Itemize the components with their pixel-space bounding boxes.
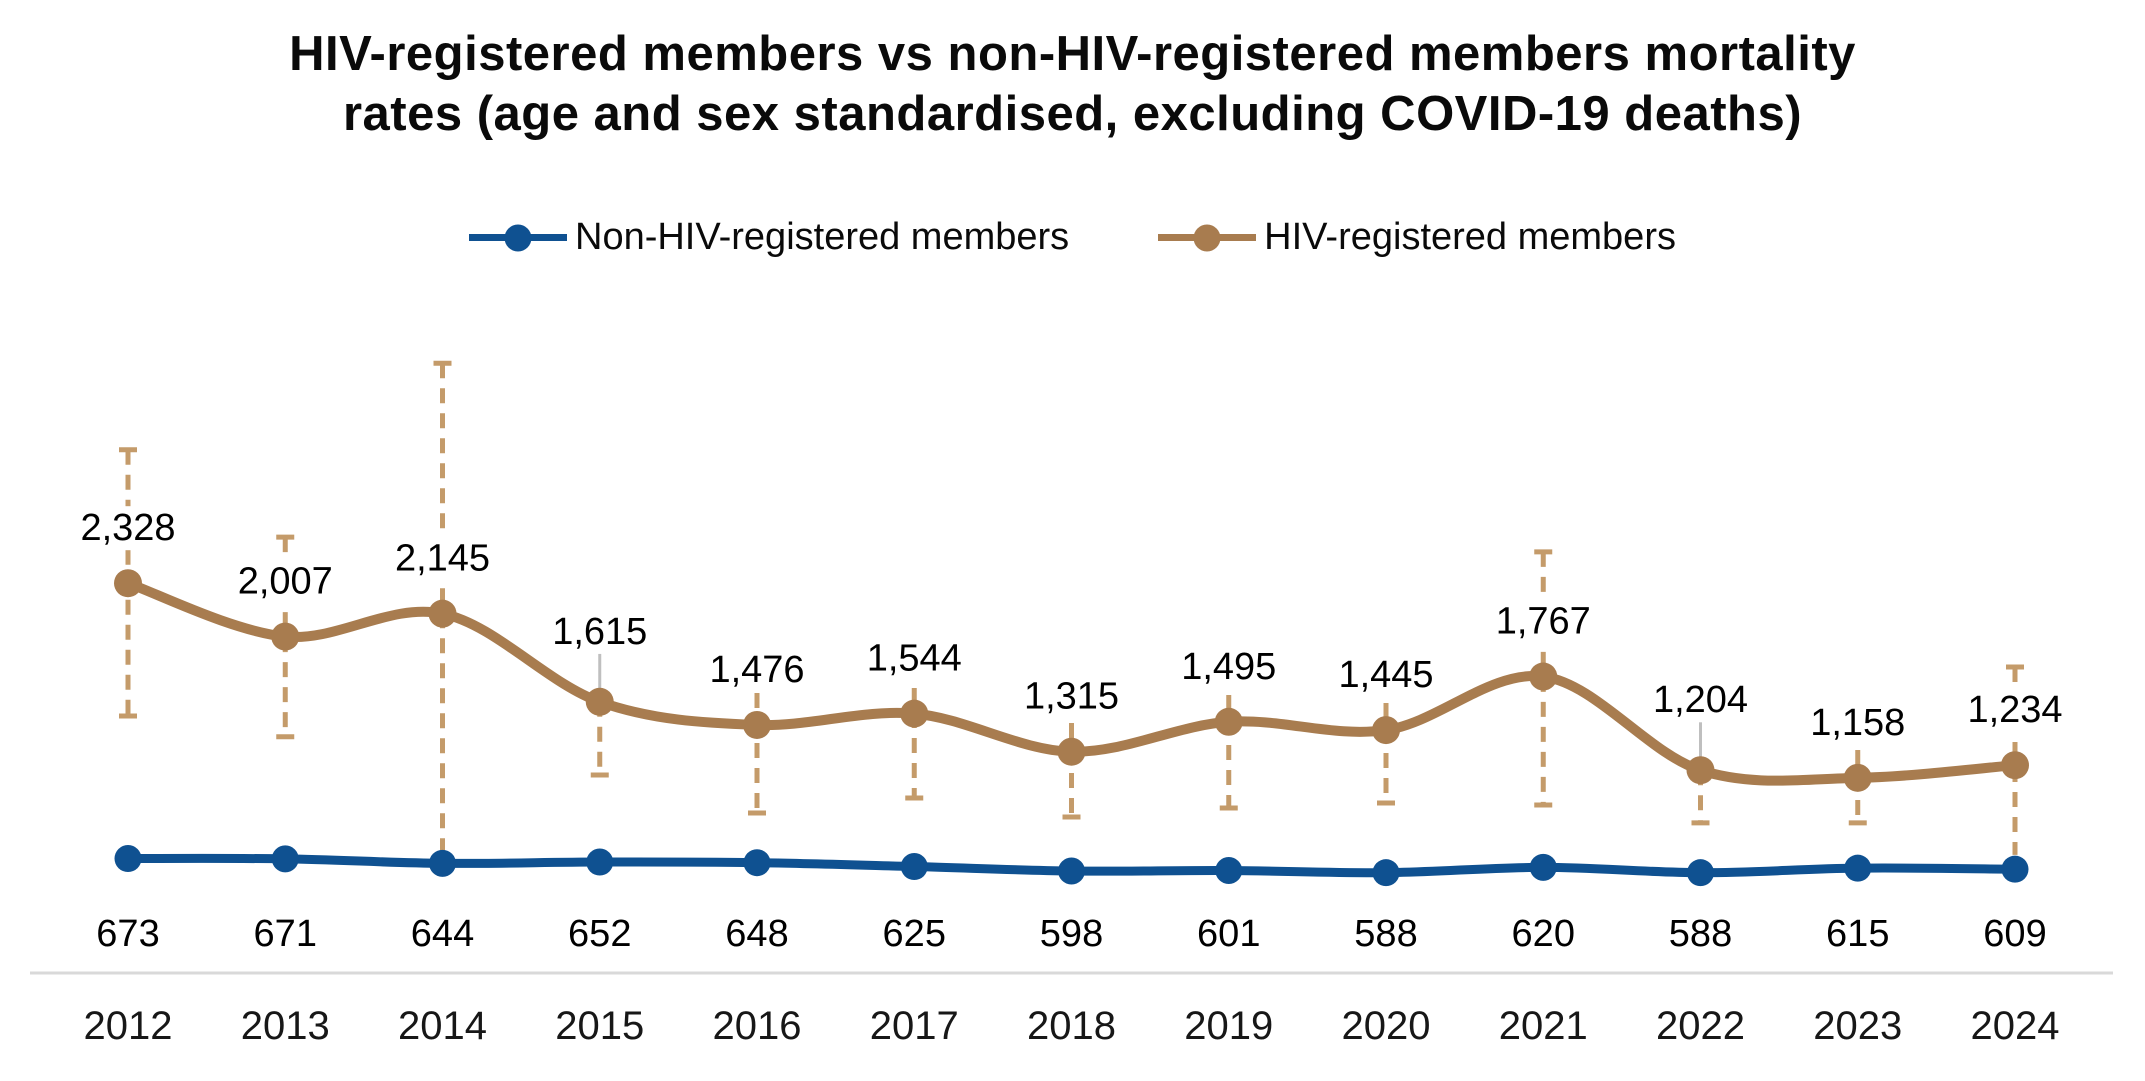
x-axis-label-2016: 2016	[713, 1004, 802, 1048]
non-hiv-point-2014	[429, 849, 456, 877]
legend-dot-hiv-icon	[1193, 224, 1221, 251]
hiv-label-bg-2012	[73, 506, 183, 551]
hiv-label-bg-2022	[1645, 678, 1756, 723]
hiv-label-bg-2019	[1173, 644, 1284, 689]
x-axis-label-2012: 2012	[84, 1004, 173, 1048]
non-hiv-point-2023	[1844, 854, 1872, 882]
non-hiv-data-label-2024: 609	[1983, 913, 2046, 955]
non-hiv-data-label-2022: 588	[1669, 913, 1732, 955]
hiv-data-label-2023: 1,158	[1810, 702, 1905, 744]
non-hiv-data-label-2015: 652	[568, 913, 631, 955]
non-hiv-point-2016	[743, 849, 771, 877]
hiv-point-2021	[1529, 662, 1558, 691]
non-hiv-point-2013	[271, 845, 299, 873]
non-hiv-point-2017	[900, 853, 928, 881]
legend-item-hiv: HIV-registered members	[1158, 216, 1676, 259]
hiv-label-bg-2016	[702, 647, 812, 692]
hiv-label-bg-2023	[1802, 700, 1913, 745]
hiv-data-label-2012: 2,328	[80, 507, 175, 549]
non-hiv-data-label-2023: 615	[1826, 913, 1889, 955]
hiv-point-2015	[585, 687, 614, 716]
hiv-label-bg-2015	[544, 609, 655, 654]
non-hiv-data-label-2012: 673	[96, 913, 159, 955]
hiv-data-label-2018: 1,315	[1024, 676, 1119, 718]
non-hiv-point-2019	[1215, 857, 1243, 885]
legend-label-non-hiv: Non-HIV-registered members	[575, 216, 1070, 258]
legend-marker-hiv-icon	[1158, 224, 1257, 251]
hiv-data-label-2019: 1,495	[1181, 646, 1276, 688]
legend: Non-HIV-registered members HIV-registere…	[0, 216, 2145, 259]
x-axis-label-2014: 2014	[398, 1004, 487, 1048]
chart-title: HIV-registered members vs non-HIV-regist…	[0, 24, 2145, 144]
non-hiv-data-label-2018: 598	[1040, 913, 1103, 955]
hiv-point-2022	[1686, 756, 1715, 785]
hiv-data-label-2021: 1,767	[1496, 601, 1591, 643]
hiv-data-label-2017: 1,544	[867, 638, 962, 680]
x-axis-label-2024: 2024	[1971, 1004, 2060, 1048]
x-axis-label-2022: 2022	[1656, 1004, 1745, 1048]
x-axis-label-2020: 2020	[1342, 1004, 1431, 1048]
non-hiv-data-label-2017: 625	[883, 913, 946, 955]
hiv-data-label-2016: 1,476	[709, 649, 804, 691]
non-hiv-point-2022	[1687, 859, 1714, 887]
hiv-point-2014	[428, 599, 457, 628]
hiv-label-bg-2017	[859, 636, 970, 681]
hiv-point-2013	[271, 622, 300, 651]
non-hiv-point-2020	[1372, 859, 1400, 887]
non-hiv-data-label-2014: 644	[411, 913, 474, 955]
x-axis-label-2018: 2018	[1027, 1004, 1116, 1048]
hiv-point-2016	[743, 710, 771, 739]
hiv-point-2019	[1214, 707, 1243, 736]
legend-label-hiv: HIV-registered members	[1264, 216, 1676, 258]
hiv-label-bg-2024	[1960, 688, 2070, 733]
x-axis-label-2021: 2021	[1499, 1004, 1588, 1048]
hiv-data-label-2014: 2,145	[395, 538, 490, 580]
non-hiv-point-2021	[1529, 853, 1557, 881]
x-axis-label-2015: 2015	[555, 1004, 644, 1048]
hiv-data-label-2020: 1,445	[1338, 654, 1433, 696]
hiv-point-2012	[114, 569, 142, 598]
hiv-label-bg-2021	[1488, 599, 1599, 644]
non-hiv-data-label-2013: 671	[254, 913, 317, 955]
hiv-point-2017	[900, 699, 929, 728]
legend-item-non-hiv: Non-HIV-registered members	[469, 216, 1069, 259]
hiv-data-label-2022: 1,204	[1653, 679, 1748, 721]
non-hiv-point-2015	[586, 848, 614, 876]
hiv-label-bg-2013	[230, 559, 341, 604]
non-hiv-data-label-2019: 601	[1197, 913, 1260, 955]
x-axis-label-2013: 2013	[241, 1004, 330, 1048]
legend-dot-non-hiv-icon	[504, 224, 532, 251]
non-hiv-data-label-2021: 620	[1512, 913, 1575, 955]
hiv-point-2020	[1372, 716, 1400, 745]
hiv-data-label-2013: 2,007	[238, 561, 333, 603]
legend-marker-non-hiv-icon	[469, 224, 567, 251]
non-hiv-point-2018	[1058, 857, 1085, 885]
hiv-label-bg-2018	[1016, 674, 1127, 719]
x-axis-label-2023: 2023	[1813, 1004, 1902, 1048]
hiv-point-2023	[1843, 763, 1872, 792]
x-axis-label-2019: 2019	[1184, 1004, 1273, 1048]
non-hiv-point-2012	[114, 845, 142, 873]
chart-title-line2: rates (age and sex standardised, excludi…	[342, 87, 1803, 141]
non-hiv-data-label-2020: 588	[1354, 913, 1417, 955]
non-hiv-data-label-2016: 648	[725, 913, 788, 955]
hiv-data-label-2015: 1,615	[552, 611, 647, 653]
hiv-label-bg-2020	[1331, 653, 1441, 698]
hiv-point-2018	[1057, 737, 1086, 766]
hiv-data-label-2024: 1,234	[1967, 689, 2062, 731]
hiv-label-bg-2014	[387, 536, 498, 581]
hiv-point-2024	[2001, 751, 2029, 780]
x-axis-label-2017: 2017	[870, 1004, 959, 1048]
non-hiv-point-2024	[2001, 855, 2029, 883]
chart-title-line1: HIV-registered members vs non-HIV-regist…	[289, 27, 1856, 81]
